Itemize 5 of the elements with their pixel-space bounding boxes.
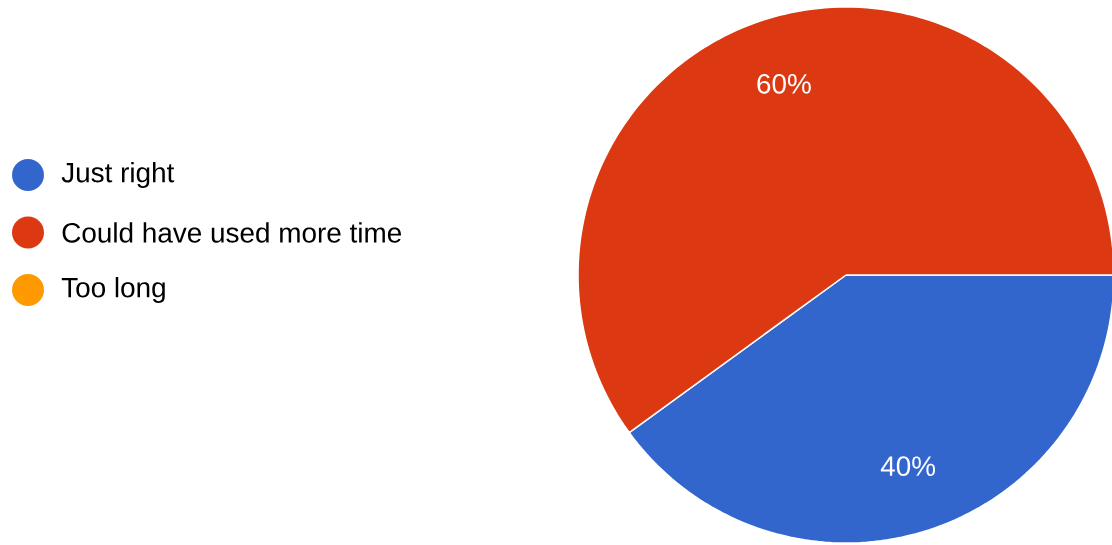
data-label: 40% [880, 456, 936, 477]
legend-label: Could have used more time [62, 222, 401, 243]
legend-label: Just right [61, 162, 175, 188]
legend-label: Too long [61, 277, 165, 303]
data-label: 60% [757, 73, 811, 94]
